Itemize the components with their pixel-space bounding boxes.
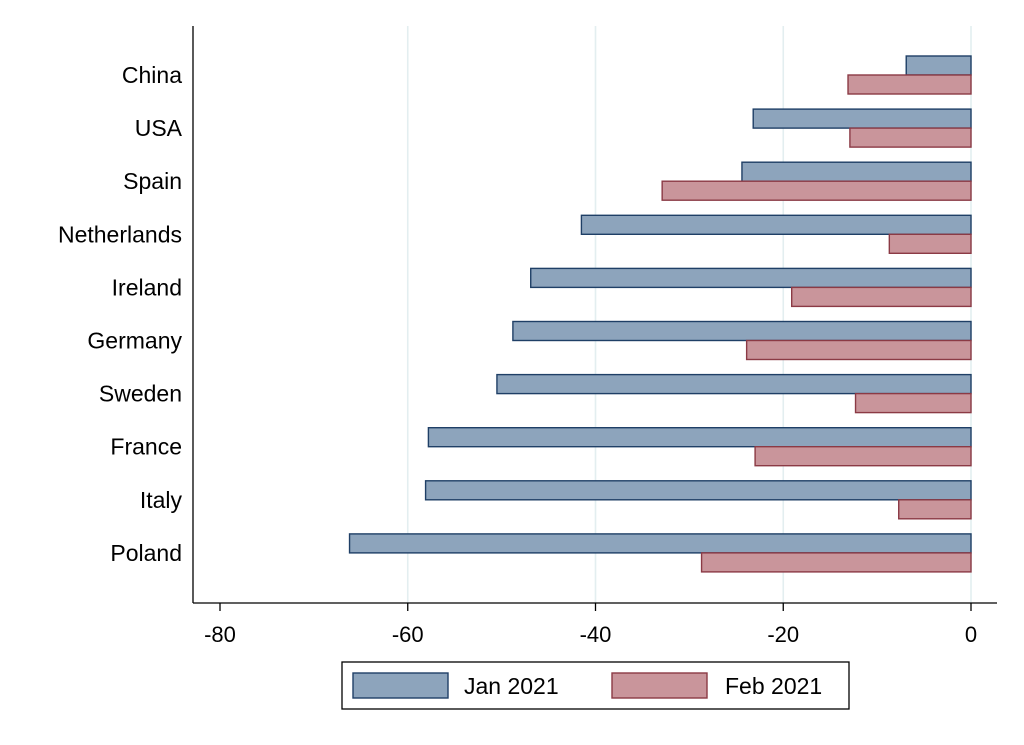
bar-feb-poland: [700, 552, 972, 573]
bar-jan-france: [427, 427, 972, 448]
category-label: Ireland: [112, 274, 182, 300]
x-tick-label: 0: [965, 622, 977, 647]
bar-jan-usa: [752, 108, 972, 129]
bar-jan-sweden: [496, 373, 972, 395]
bar-feb-netherlands: [888, 233, 972, 255]
bar-feb-italy: [898, 499, 972, 520]
bar-feb-france: [754, 446, 972, 467]
bar-jan-ireland: [530, 267, 972, 289]
bar-feb-usa: [849, 127, 972, 148]
bar-jan-spain: [741, 161, 972, 182]
category-label: Sweden: [99, 381, 182, 407]
category-label: Italy: [140, 487, 183, 513]
x-tick-label: -20: [767, 622, 799, 647]
category-label: Spain: [123, 168, 182, 194]
bar-feb-china: [847, 74, 972, 95]
legend-swatch-feb: [611, 672, 708, 699]
x-ticks: -80 -60 -40 -20 0: [204, 603, 977, 647]
bar-jan-china: [905, 55, 972, 76]
legend-label: Feb 2021: [725, 673, 822, 699]
category-label: Poland: [110, 540, 182, 566]
category-label: USA: [135, 115, 183, 141]
x-tick-label: -40: [580, 622, 612, 647]
category-label: Germany: [87, 328, 182, 354]
legend: Jan 2021 Feb 2021: [341, 661, 850, 710]
x-tick-label: -60: [392, 622, 424, 647]
category-label: China: [122, 62, 182, 88]
category-labels: China USA Spain Netherlands Ireland Germany Sw…: [58, 62, 183, 566]
bar-jan-italy: [424, 480, 972, 501]
legend-swatch-jan: [352, 672, 449, 699]
bar-feb-spain: [661, 180, 972, 201]
bar-feb-ireland: [790, 286, 972, 308]
bar-feb-sweden: [854, 392, 972, 414]
bars: [348, 55, 972, 573]
category-label: Netherlands: [58, 221, 182, 247]
category-label: France: [110, 434, 182, 460]
bar-jan-poland: [348, 533, 972, 554]
x-tick-label: -80: [204, 622, 236, 647]
bar-jan-netherlands: [580, 214, 972, 236]
bar-feb-germany: [745, 339, 972, 361]
legend-label: Jan 2021: [464, 673, 559, 699]
bar-jan-germany: [512, 320, 972, 342]
